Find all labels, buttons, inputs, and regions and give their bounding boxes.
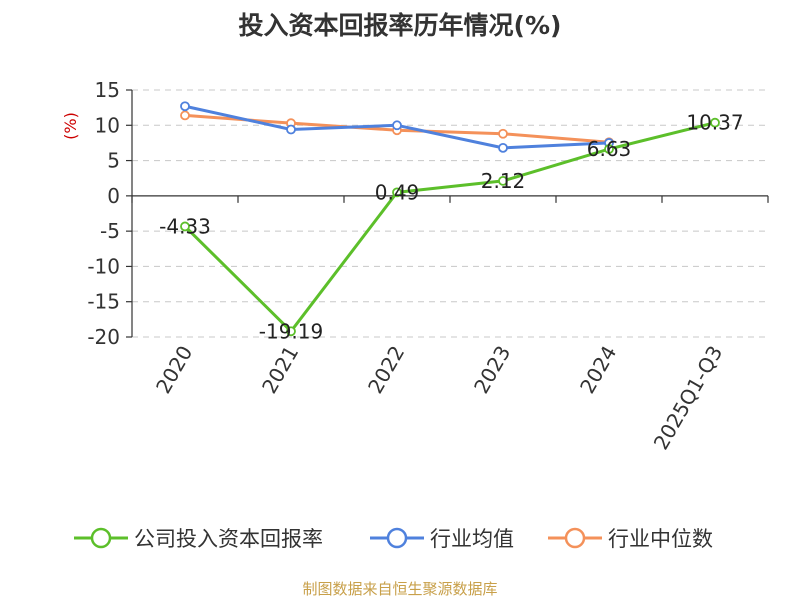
chart-title: 投入资本回报率历年情况(%)	[238, 11, 562, 40]
x-tick-label: 2024	[575, 342, 621, 398]
legend-label: 行业均值	[430, 527, 514, 551]
data-point	[286, 124, 296, 135]
source-note: 制图数据来自恒生聚源数据库	[302, 580, 498, 598]
data-label: 10.37	[686, 111, 743, 135]
data-point	[392, 120, 402, 131]
y-tick-label: 10	[95, 113, 120, 137]
x-tick-label: 2023	[469, 342, 515, 398]
legend-marker-icon	[370, 527, 424, 549]
y-tick-label: -15	[87, 290, 120, 314]
series-line	[183, 121, 717, 333]
data-label: -19.19	[259, 319, 323, 343]
data-point	[498, 175, 508, 186]
data-label: 2.12	[481, 169, 526, 193]
y-tick-label: 15	[95, 78, 120, 102]
data-point	[180, 110, 190, 121]
data-label: 0.49	[375, 180, 420, 204]
data-point	[710, 117, 720, 128]
data-point	[392, 187, 402, 198]
data-point	[180, 221, 190, 232]
data-label: 6.63	[587, 137, 632, 161]
y-tick-label: -5	[100, 219, 120, 243]
y-axis-label: (%)	[61, 112, 80, 140]
legend-item-industry-average[interactable]: 行业均值	[370, 518, 514, 558]
y-tick-label: 0	[107, 184, 120, 208]
data-point	[180, 101, 190, 112]
x-tick-label: 2021	[257, 342, 303, 398]
data-point	[498, 142, 508, 153]
legend-marker-icon	[74, 527, 128, 549]
legend-label: 行业中位数	[608, 527, 713, 551]
legend-label: 公司投入资本回报率	[134, 527, 323, 551]
x-tick-label: 2025Q1-Q3	[649, 342, 728, 454]
data-point	[286, 326, 296, 337]
data-point	[498, 128, 508, 139]
legend-item-company-roic[interactable]: 公司投入资本回报率	[74, 518, 323, 558]
y-tick-label: 5	[107, 149, 120, 173]
data-point	[604, 144, 614, 154]
x-tick-label: 2022	[363, 342, 409, 398]
legend: 公司投入资本回报率 行业均值 行业中位数	[0, 518, 800, 558]
y-tick-label: -20	[87, 325, 120, 349]
x-tick-label: 2020	[151, 342, 197, 398]
legend-item-industry-median[interactable]: 行业中位数	[548, 518, 713, 558]
data-label: -4.33	[159, 214, 211, 238]
legend-marker-icon	[548, 527, 602, 549]
y-tick-label: -10	[87, 254, 120, 278]
